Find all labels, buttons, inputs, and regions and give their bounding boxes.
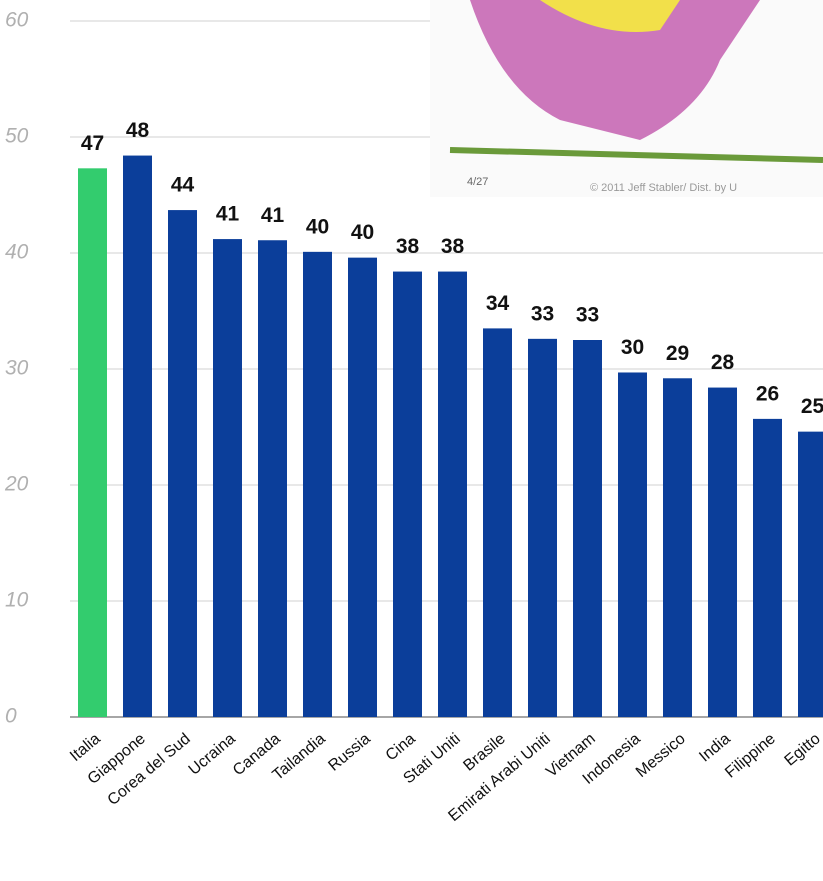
value-label: 40 [306, 215, 329, 238]
y-tick-label: 40 [5, 241, 29, 264]
bar [393, 271, 422, 717]
value-label: 30 [621, 336, 644, 359]
bar [258, 240, 287, 718]
value-label: 41 [216, 203, 240, 226]
cartoon-grass [449, 147, 823, 163]
bar [78, 168, 107, 717]
bar [123, 155, 152, 717]
value-label: 38 [441, 235, 465, 258]
value-label: 33 [576, 304, 599, 327]
y-tick-label: 20 [4, 473, 29, 496]
value-label: 40 [351, 221, 374, 244]
cartoon-shirt [540, 0, 680, 32]
value-label: 25 [801, 395, 823, 418]
value-label: 48 [126, 119, 150, 142]
bar [168, 210, 197, 717]
cartoon-credit: © 2011 Jeff Stabler/ Dist. by U [590, 182, 737, 194]
bar [708, 387, 737, 717]
y-tick-label: 10 [5, 589, 29, 612]
bar [528, 338, 557, 717]
y-tick-label: 50 [5, 125, 29, 148]
y-tick-label: 30 [5, 357, 29, 380]
x-tick-label: Filippine [722, 730, 779, 781]
bar [348, 257, 377, 717]
value-label: 33 [531, 302, 554, 325]
cartoon-figure [470, 0, 760, 140]
x-tick-label: Italia [67, 730, 104, 765]
x-tick-label: Cina [383, 730, 419, 764]
value-label: 41 [261, 204, 285, 227]
value-label: 29 [666, 342, 689, 365]
bar [753, 418, 782, 717]
x-tick-label: Corea del Sud [104, 730, 193, 809]
value-label: 26 [756, 382, 779, 405]
cartoon: 4/27 © 2011 Jeff Stabler/ Dist. by U [430, 0, 823, 197]
x-tick-label: Ucraina [186, 730, 239, 779]
x-tick-label: Egitto [782, 730, 823, 769]
x-tick-label: Russia [325, 730, 373, 775]
bar [663, 378, 692, 717]
value-label: 47 [81, 132, 104, 155]
cartoon-date: 4/27 [467, 176, 488, 188]
y-tick-label: 60 [5, 9, 29, 32]
value-label: 28 [711, 351, 735, 374]
y-tick-label: 0 [5, 705, 17, 728]
bar [798, 431, 823, 717]
bar [438, 271, 467, 717]
bar [483, 328, 512, 717]
bar [213, 239, 242, 717]
x-tick-label: Messico [633, 730, 689, 781]
value-label: 38 [396, 235, 420, 258]
value-label: 44 [171, 174, 195, 197]
bar [303, 251, 332, 717]
value-label: 34 [486, 292, 510, 315]
bar [618, 372, 647, 717]
bar [573, 340, 602, 717]
x-tick-label: India [696, 730, 734, 765]
